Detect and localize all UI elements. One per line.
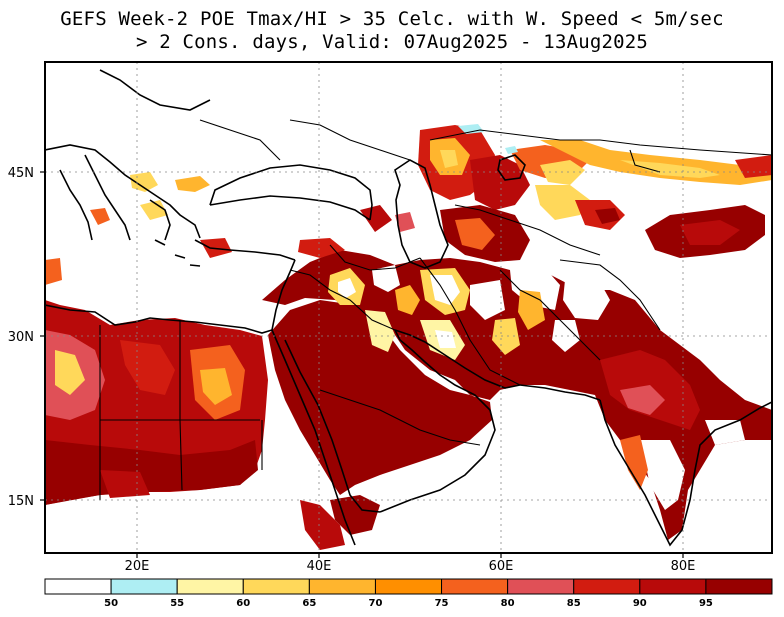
colorbar-label: 85 (567, 598, 581, 609)
lon-label-80e: 80E (671, 559, 696, 574)
colorbar-swatch (242, 578, 310, 595)
colorbar-swatch (573, 578, 641, 595)
lat-label-30n: 30N (8, 330, 34, 345)
colorbar-label: 95 (699, 598, 713, 609)
lat-label-45n: 45N (8, 166, 34, 181)
colorbar-labels: 50 55 60 65 70 75 80 85 90 95 (104, 598, 713, 609)
colorbar-swatch (374, 578, 443, 595)
lat-label-15n: 15N (8, 494, 34, 509)
graticule (45, 62, 772, 553)
country-borders (99, 119, 772, 500)
colorbar-label: 90 (633, 598, 647, 609)
map-title-line-1: GEFS Week-2 POE Tmax/HI > 35 Celc. with … (60, 8, 724, 30)
lon-label-40e: 40E (307, 559, 332, 574)
tick-marks (40, 171, 684, 558)
colorbar (44, 578, 773, 595)
colorbar-swatch (176, 578, 244, 595)
colorbar-swatch (639, 578, 707, 595)
colorbar-label: 50 (104, 598, 118, 609)
colorbar-swatch (44, 578, 112, 595)
colorbar-swatch (705, 578, 773, 595)
colorbar-swatch (110, 578, 178, 595)
map-title-line-2: > 2 Cons. days, Valid: 07Aug2025 - 13Aug… (135, 31, 649, 53)
colorbar-swatch (507, 578, 575, 595)
colorbar-label: 65 (302, 598, 316, 609)
colorbar-label: 70 (368, 598, 382, 609)
colorbar-label: 75 (435, 598, 449, 609)
colorbar-swatch (308, 578, 376, 595)
map-field (45, 62, 772, 553)
colorbar-swatch (441, 578, 509, 595)
colorbar-label: 55 (170, 598, 184, 609)
lon-label-60e: 60E (489, 559, 514, 574)
colorbar-label: 60 (236, 598, 250, 609)
map-frame (44, 61, 773, 554)
colorbar-label: 80 (501, 598, 515, 609)
lon-label-20e: 20E (125, 559, 150, 574)
